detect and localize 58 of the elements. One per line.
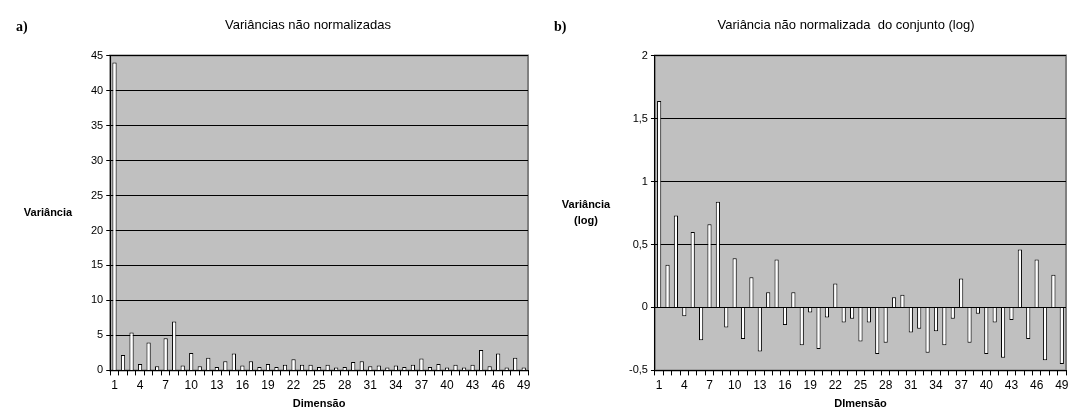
x-tick-label: 16: [778, 377, 792, 392]
x-tick-label: 28: [338, 377, 352, 392]
x-tick-label: 43: [465, 377, 480, 392]
x-tick-label: 25: [312, 377, 327, 392]
y-tick-label: 15: [90, 258, 104, 271]
y-tick-label: -0,5: [628, 363, 648, 376]
x-tick-label: 46: [1029, 377, 1044, 392]
x-tick-label: 40: [440, 377, 454, 392]
x-tick-label: 49: [1055, 377, 1069, 392]
x-tick-label: 7: [706, 377, 714, 392]
y-tick-label: 1,5: [632, 111, 648, 124]
text: a): [16, 18, 28, 35]
x-tick-label: 43: [1004, 377, 1019, 392]
x-tick-label: 31: [904, 377, 918, 392]
x-tick-label: 1: [655, 377, 663, 392]
x-tick-label: 37: [954, 377, 969, 392]
y-tick-label: 30: [90, 153, 104, 166]
x-tick-label: 46: [491, 377, 506, 392]
x-tick-label: 37: [414, 377, 429, 392]
y-axis-title: Variância: [23, 206, 74, 219]
x-tick-label: 49: [517, 377, 531, 392]
y-tick-label: 10: [90, 293, 104, 306]
x-tick-label: 7: [162, 377, 170, 392]
x-tick-label: 31: [363, 377, 378, 392]
x-tick-label: 28: [878, 377, 893, 392]
x-tick-label: 16: [235, 377, 250, 392]
x-tick-label: 13: [210, 377, 224, 392]
y-tick-label: 0: [641, 300, 648, 313]
y-tick-label: 40: [90, 83, 104, 96]
x-tick-label: 22: [828, 377, 843, 392]
x-tick-label: 10: [727, 377, 742, 392]
x-tick-label: 34: [929, 377, 943, 392]
chart-title: Variância não normalizada do conjunto (log): [717, 17, 975, 33]
x-tick-label: 40: [979, 377, 994, 392]
y-tick-label: 25: [90, 188, 104, 201]
x-tick-label: 1: [111, 377, 119, 392]
y-tick-label: 2: [641, 48, 648, 61]
x-tick-label: 25: [853, 377, 868, 392]
x-axis-title: Dimensão: [292, 397, 346, 410]
x-tick-label: 19: [803, 377, 818, 392]
x-tick-label: 4: [680, 377, 688, 392]
x-tick-label: 34: [389, 377, 403, 392]
y-tick-label: 1: [641, 174, 648, 187]
y-tick-label: 20: [90, 223, 104, 236]
x-axis-title: DImensão: [834, 397, 888, 410]
x-tick-label: 13: [753, 377, 767, 392]
y-tick-label: 0,5: [632, 237, 648, 250]
y-tick-label: 45: [90, 48, 104, 61]
y-tick-label: 5: [97, 328, 104, 341]
chart-title: Variâncias não normalizadas: [225, 17, 392, 33]
y-axis-title: Variância (log): [561, 198, 612, 227]
y-tick-label: 0: [97, 363, 104, 376]
text: b): [554, 18, 567, 35]
x-tick-label: 19: [261, 377, 275, 392]
x-tick-label: 10: [184, 377, 199, 392]
y-tick-label: 35: [90, 118, 104, 131]
x-tick-label: 4: [136, 377, 144, 392]
x-tick-label: 22: [286, 377, 301, 392]
